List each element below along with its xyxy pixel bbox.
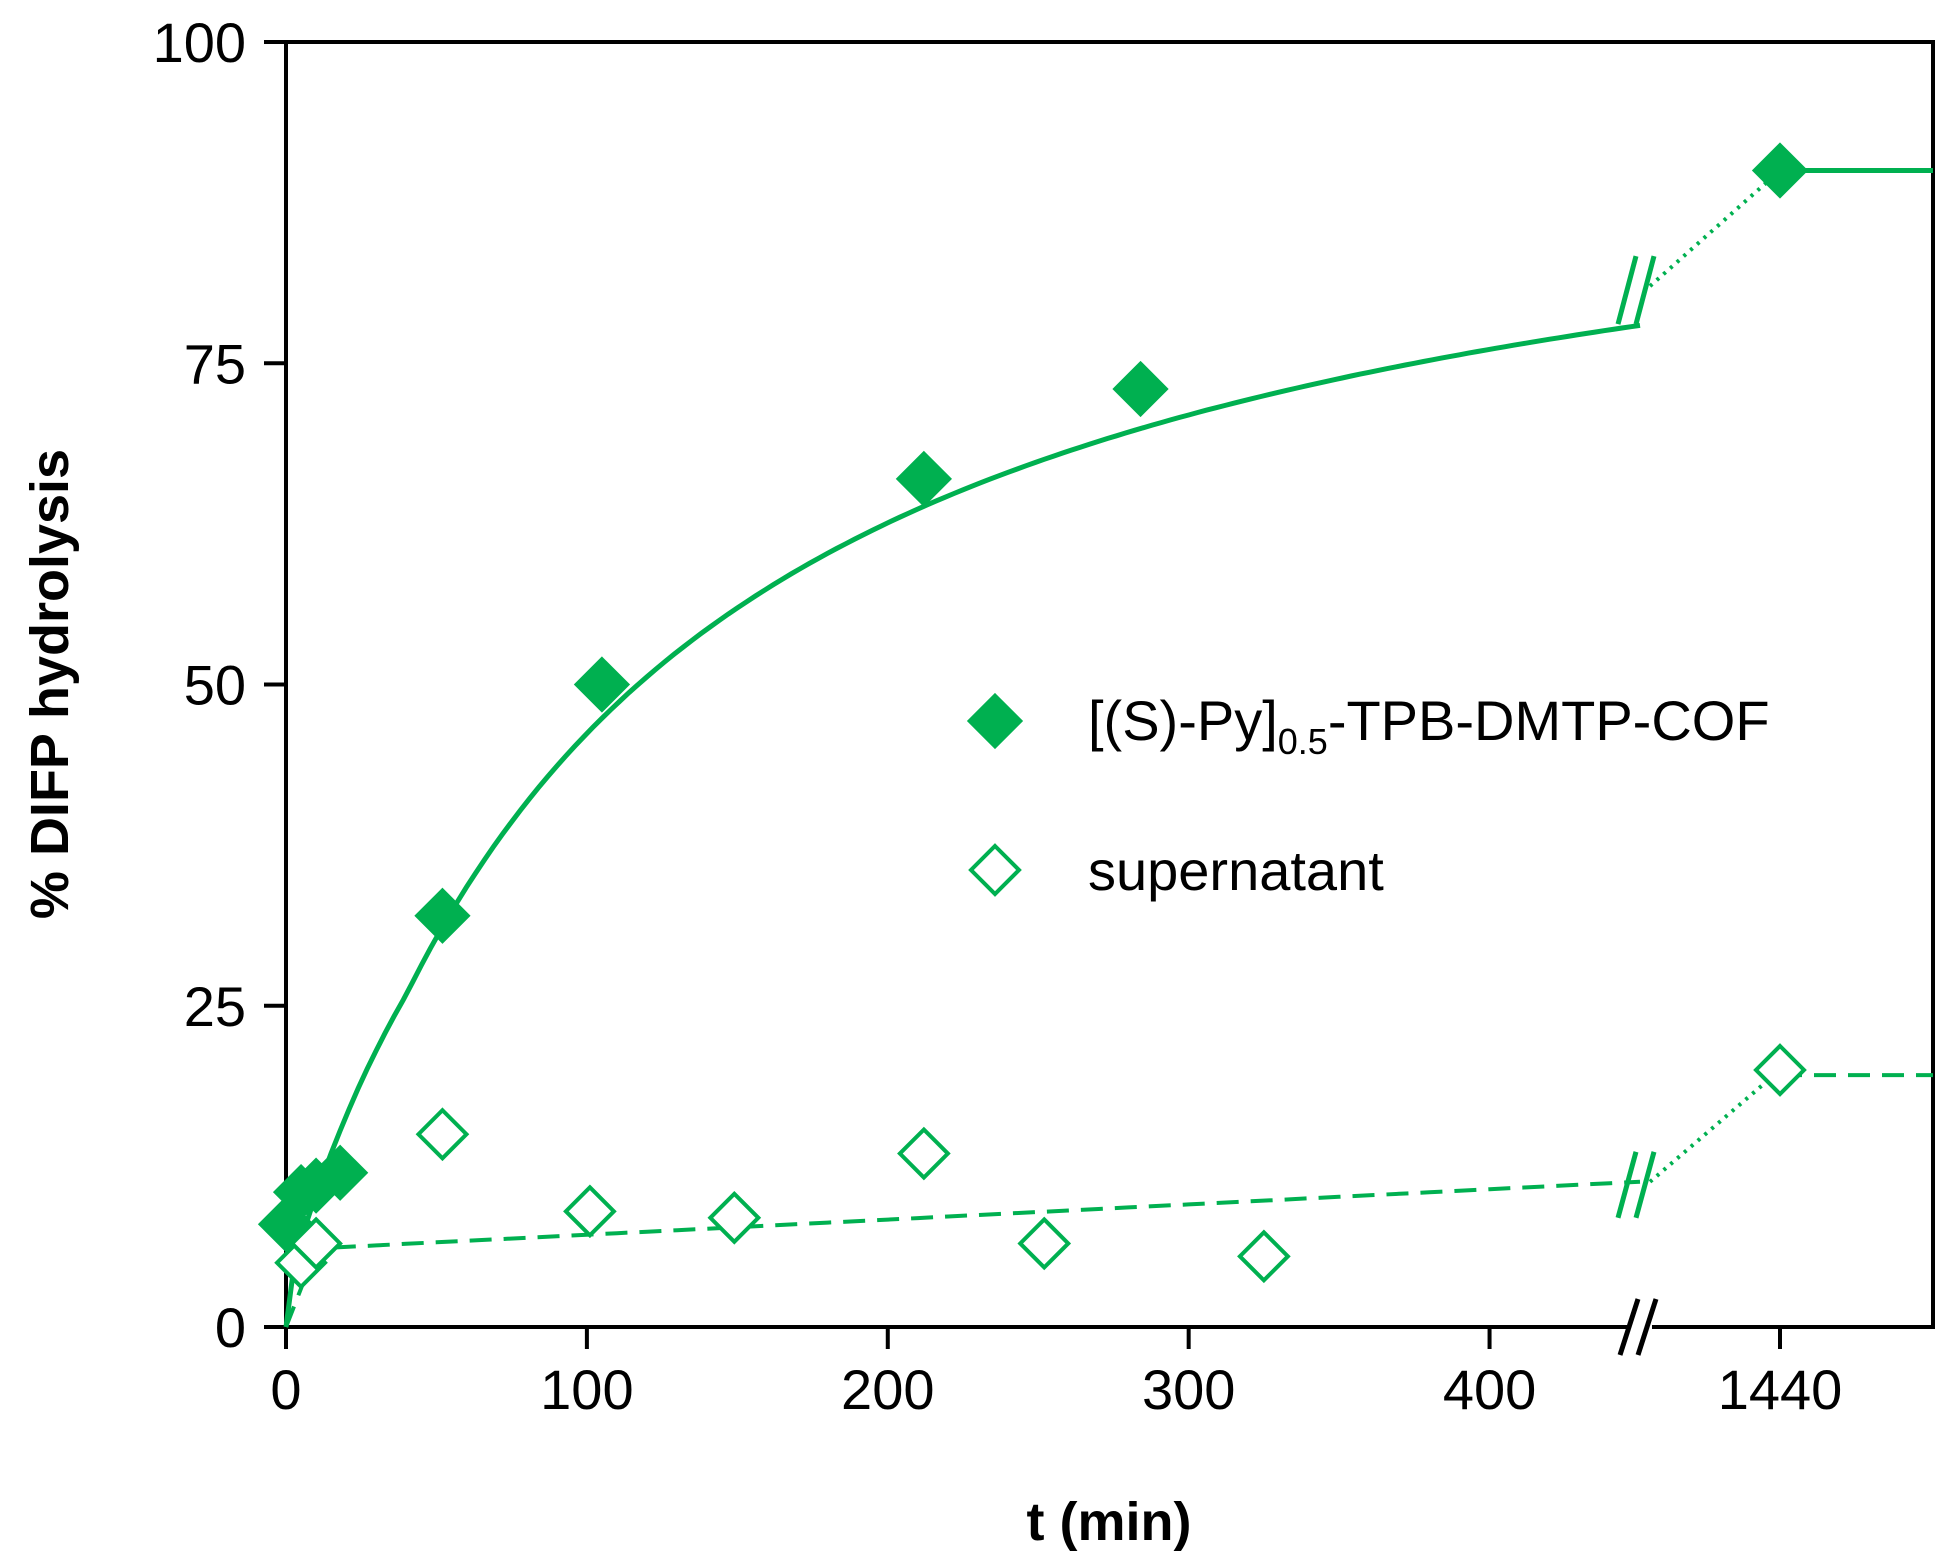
y-tick-label: 75 (184, 332, 246, 395)
y-tick-label: 50 (184, 654, 246, 717)
fit-line-cof (283, 322, 1641, 1328)
y-tick-label: 25 (184, 975, 246, 1038)
legend-label-cof-main: [(S)-Py] (1088, 689, 1278, 752)
fit-connector-supernatant (1648, 1068, 1782, 1184)
legend-marker-cof (966, 692, 1024, 750)
data-point-cof (1751, 142, 1809, 199)
x-tick-label: 100 (540, 1358, 633, 1421)
data-point-supernatant (897, 1126, 951, 1181)
legend-marker-supernatant (968, 843, 1022, 897)
x-tick-label: 400 (1443, 1358, 1536, 1421)
x-tick-label: 0 (270, 1358, 301, 1421)
legend-label-cof-rest: -TPB-DMTP-COF (1328, 689, 1770, 752)
curve-break-mark (1615, 255, 1639, 325)
data-markers (257, 142, 1809, 1290)
x-tick-label: 300 (1142, 1358, 1235, 1421)
x-axis-break-gap (1628, 1323, 1652, 1331)
legend-label-cof: [(S)-Py]0.5-TPB-DMTP-COF (1088, 689, 1770, 762)
curve-break-mark (1615, 1151, 1639, 1219)
x-axis-title: t (min) (1027, 1492, 1192, 1552)
y-axis-title: % DIFP hydrolysis (20, 449, 80, 919)
data-point-cof (573, 656, 631, 713)
legend-label-supernatant: supernatant (1088, 839, 1384, 902)
curve-break-mark (1633, 1151, 1657, 1219)
legend: [(S)-Py]0.5-TPB-DMTP-COF supernatant (966, 689, 1770, 902)
data-point-supernatant (1017, 1216, 1072, 1271)
x-tick-label: 1440 (1718, 1358, 1843, 1421)
data-point-cof (414, 887, 471, 944)
data-point-supernatant (415, 1107, 470, 1162)
data-point-cof (312, 1144, 369, 1201)
y-tick-label: 100 (153, 11, 246, 74)
fit-lines (283, 168, 1933, 1328)
legend-label-cof-sub: 0.5 (1278, 721, 1328, 762)
x-axis-break-mark (1635, 1298, 1659, 1356)
fit-line-supernatant (284, 1179, 1641, 1328)
data-point-supernatant (1753, 1043, 1807, 1097)
x-tick-label: 200 (841, 1358, 934, 1421)
data-point-supernatant (1237, 1229, 1291, 1284)
data-point-supernatant (707, 1190, 762, 1245)
data-point-cof (1112, 360, 1169, 418)
data-point-cof (895, 450, 953, 508)
y-axis: 0 25 50 75 100 (153, 11, 286, 1359)
x-axis: 0 100 200 300 400 1440 (270, 1298, 1843, 1421)
x-axis-break-mark (1617, 1298, 1641, 1356)
curve-break-mark (1633, 255, 1657, 325)
y-tick-label: 0 (215, 1296, 246, 1359)
fit-connector-cof (1648, 169, 1782, 288)
data-point-supernatant (563, 1184, 617, 1239)
plot-frame (284, 40, 1935, 1329)
